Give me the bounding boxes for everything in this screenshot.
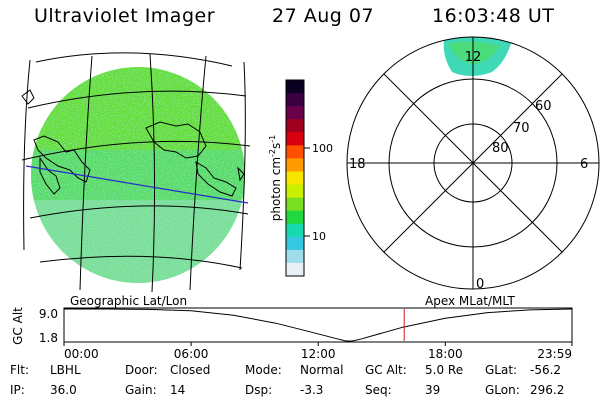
info-value: LBHL <box>50 363 81 377</box>
altitude-axis-label: GC Alt <box>11 307 25 345</box>
geomagnetic-line <box>25 165 249 204</box>
info-label: GC Alt: <box>365 363 407 377</box>
info-label: Door: <box>125 363 158 377</box>
info-label: Gain: <box>125 383 157 397</box>
colorbar-swatch <box>286 236 304 251</box>
x-tick-label: 00:00 <box>64 347 99 361</box>
colorbar-swatch <box>286 145 304 159</box>
info-value: 5.0 Re <box>425 363 464 377</box>
colorbar-swatch <box>286 80 304 94</box>
colorbar-swatch <box>286 119 304 133</box>
colorbar-label-100: 100 <box>312 142 333 155</box>
colorbar-swatch <box>286 262 304 277</box>
mlt-label-6: 6 <box>580 157 588 172</box>
info-label: GLat: <box>485 363 518 377</box>
geographic-label: Geographic Lat/Lon <box>70 294 188 308</box>
lat-lon-grid <box>21 52 251 293</box>
info-value: -56.2 <box>530 363 562 377</box>
mlt-label-12: 12 <box>465 50 482 65</box>
colorbar-swatch <box>286 223 304 238</box>
colorbar-swatch <box>286 158 304 172</box>
x-tick-label: 06:00 <box>174 347 209 361</box>
colorbar-units: photon cm-2s-1 <box>268 135 283 222</box>
mlat-label-70: 70 <box>513 121 530 136</box>
mlat-label-80: 80 <box>492 141 509 156</box>
colorbar-swatch <box>286 93 304 107</box>
info-label: Dsp: <box>245 383 273 397</box>
colorbar-swatch <box>286 249 304 264</box>
x-tick-label: 12:00 <box>301 347 336 361</box>
info-label: GLon: <box>485 383 520 397</box>
colorbar-swatch <box>286 132 304 146</box>
mlat-label-60: 60 <box>535 99 552 114</box>
mlt-spokes <box>347 37 599 289</box>
apex-label: Apex MLat/MLT <box>425 294 515 308</box>
info-value: Normal <box>300 363 344 377</box>
info-value: -3.3 <box>300 383 324 397</box>
y-tick-9: 9.0 <box>39 307 58 321</box>
info-label: Flt: <box>10 363 29 377</box>
colorbar-swatch <box>286 197 304 212</box>
observation-date: 27 Aug 07 <box>272 5 375 27</box>
info-value: Closed <box>170 363 211 377</box>
info-value: 296.2 <box>530 383 565 397</box>
colorbar-swatch <box>286 184 304 199</box>
observation-time: 16:03:48 UT <box>432 5 555 27</box>
info-value: 39 <box>425 383 441 397</box>
mlt-label-18: 18 <box>349 157 366 172</box>
x-tick-label: 23:59 <box>537 347 572 361</box>
info-label: Seq: <box>365 383 392 397</box>
altitude-line <box>64 308 573 342</box>
colorbar-swatch <box>286 171 304 186</box>
altitude-chart-frame <box>63 307 573 343</box>
colorbar-swatch <box>286 106 304 120</box>
info-value: 14 <box>170 383 186 397</box>
info-label: Mode: <box>245 363 282 377</box>
y-tick-1-8: 1.8 <box>39 331 58 345</box>
info-label: IP: <box>10 383 25 397</box>
instrument-title: Ultraviolet Imager <box>34 5 216 27</box>
info-value: 36.0 <box>50 383 77 397</box>
mlt-label-0: 0 <box>476 277 484 292</box>
x-tick-label: 18:00 <box>428 347 463 361</box>
colorbar-swatch <box>286 210 304 225</box>
colorbar-label-10: 10 <box>312 230 326 243</box>
